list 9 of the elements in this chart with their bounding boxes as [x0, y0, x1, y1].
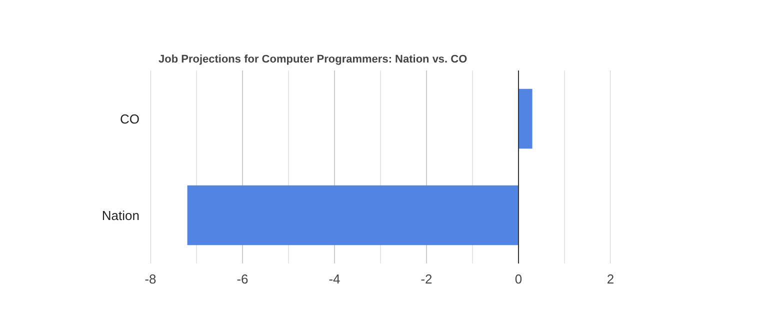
x-tick-label: 2: [606, 272, 614, 286]
x-tick-label: -6: [236, 272, 248, 286]
y-tick-label: Nation: [102, 208, 140, 223]
x-tick-label: 0: [514, 272, 522, 286]
y-tick-label: CO: [120, 111, 140, 126]
x-tick-label: -8: [144, 272, 156, 286]
chart-title: Job Projections for Computer Programmers: Nation vs. CO: [158, 54, 468, 66]
x-tick-label: -4: [328, 272, 340, 286]
x-tick-label: -2: [420, 272, 432, 286]
